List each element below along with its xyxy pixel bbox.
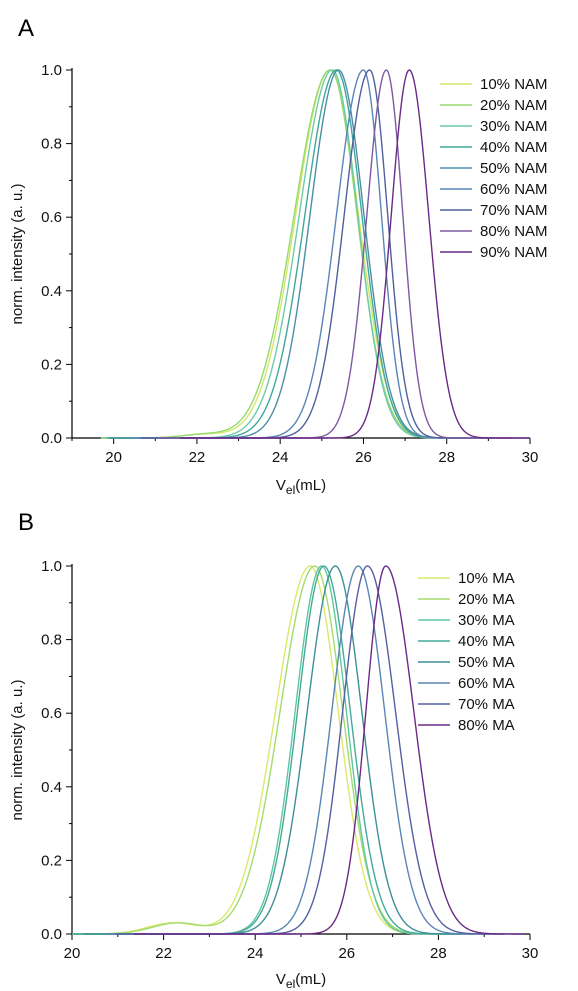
y-tick-label: 0.8 (41, 136, 62, 153)
chart-panel-B: B 20 22 24 26 28 30 0.0 0.2 0.4 0.6 0.8 1.0 Vel(mL) no… (9, 509, 538, 991)
x-tick-label: 30 (522, 945, 539, 962)
y-tick-label: 0.0 (41, 926, 62, 943)
series-line (133, 565, 524, 935)
series-line (107, 69, 462, 439)
panel-label: A (18, 15, 34, 42)
series-line (109, 69, 464, 439)
series-line (106, 565, 496, 935)
x-tick-label: 24 (272, 449, 289, 466)
series-line (72, 565, 453, 935)
x-tick-label: 26 (338, 945, 355, 962)
series-line (101, 69, 456, 439)
y-tick-label: 0.4 (41, 779, 62, 796)
x-tick-label: 26 (355, 449, 372, 466)
series-line (101, 69, 456, 439)
y-tick-label: 1.0 (41, 558, 62, 575)
series-line (180, 69, 530, 439)
legend-entry: 50% MA (458, 654, 515, 671)
y-tick-label: 0.8 (41, 632, 62, 649)
y-tick-label: 0.6 (41, 705, 62, 722)
legend-entry: 70% MA (458, 696, 515, 713)
x-tick-label: 22 (189, 449, 206, 466)
x-tick-label: 28 (430, 945, 447, 962)
y-axis-label: norm. intensity (a. u.) (9, 184, 26, 325)
y-tick-label: 0.6 (41, 209, 62, 226)
y-tick-label: 0.2 (41, 852, 62, 869)
series-line (72, 565, 462, 935)
legend-entry: 60% NAM (480, 181, 548, 198)
x-tick-label: 28 (438, 449, 455, 466)
x-axis-label: Vel(mL) (276, 477, 326, 497)
series-line (115, 565, 505, 935)
legend-entry: 30% NAM (480, 118, 548, 135)
x-tick-label: 20 (105, 449, 122, 466)
y-tick-label: 0.2 (41, 356, 62, 373)
legend-entry: 80% NAM (480, 223, 548, 240)
legend-entry: 20% NAM (480, 97, 548, 114)
series-line (72, 565, 448, 935)
legend-entry: 10% NAM (480, 76, 548, 93)
x-tick-label: 22 (155, 945, 172, 962)
y-tick-label: 1.0 (41, 62, 62, 79)
series-line (134, 69, 489, 439)
legend-entry: 90% NAM (480, 244, 548, 261)
legend-entry: 80% MA (458, 717, 515, 734)
y-tick-label: 0.0 (41, 430, 62, 447)
legend-entry: 40% NAM (480, 139, 548, 156)
x-tick-label: 30 (522, 449, 539, 466)
legend-entry: 40% MA (458, 633, 515, 650)
y-axis-label: norm. intensity (a. u.) (9, 680, 26, 821)
panel-label: B (18, 509, 34, 536)
series-line (83, 565, 473, 935)
legend-entry: 10% MA (458, 570, 515, 587)
legend-entry: 50% NAM (480, 160, 548, 177)
x-tick-label: 24 (247, 945, 264, 962)
legend-entry: 60% MA (458, 675, 515, 692)
legend-entry: 20% MA (458, 591, 515, 608)
chart-panel-A: A 20 22 24 26 28 30 0.0 0.2 0.4 0.6 0.8 1.0 Vel(mL) no… (9, 15, 548, 497)
y-tick-label: 0.4 (41, 283, 62, 300)
x-axis-label: Vel(mL) (276, 971, 326, 991)
x-tick-label: 20 (64, 945, 81, 962)
legend-entry: 30% MA (458, 612, 515, 629)
legend-entry: 70% NAM (480, 202, 548, 219)
